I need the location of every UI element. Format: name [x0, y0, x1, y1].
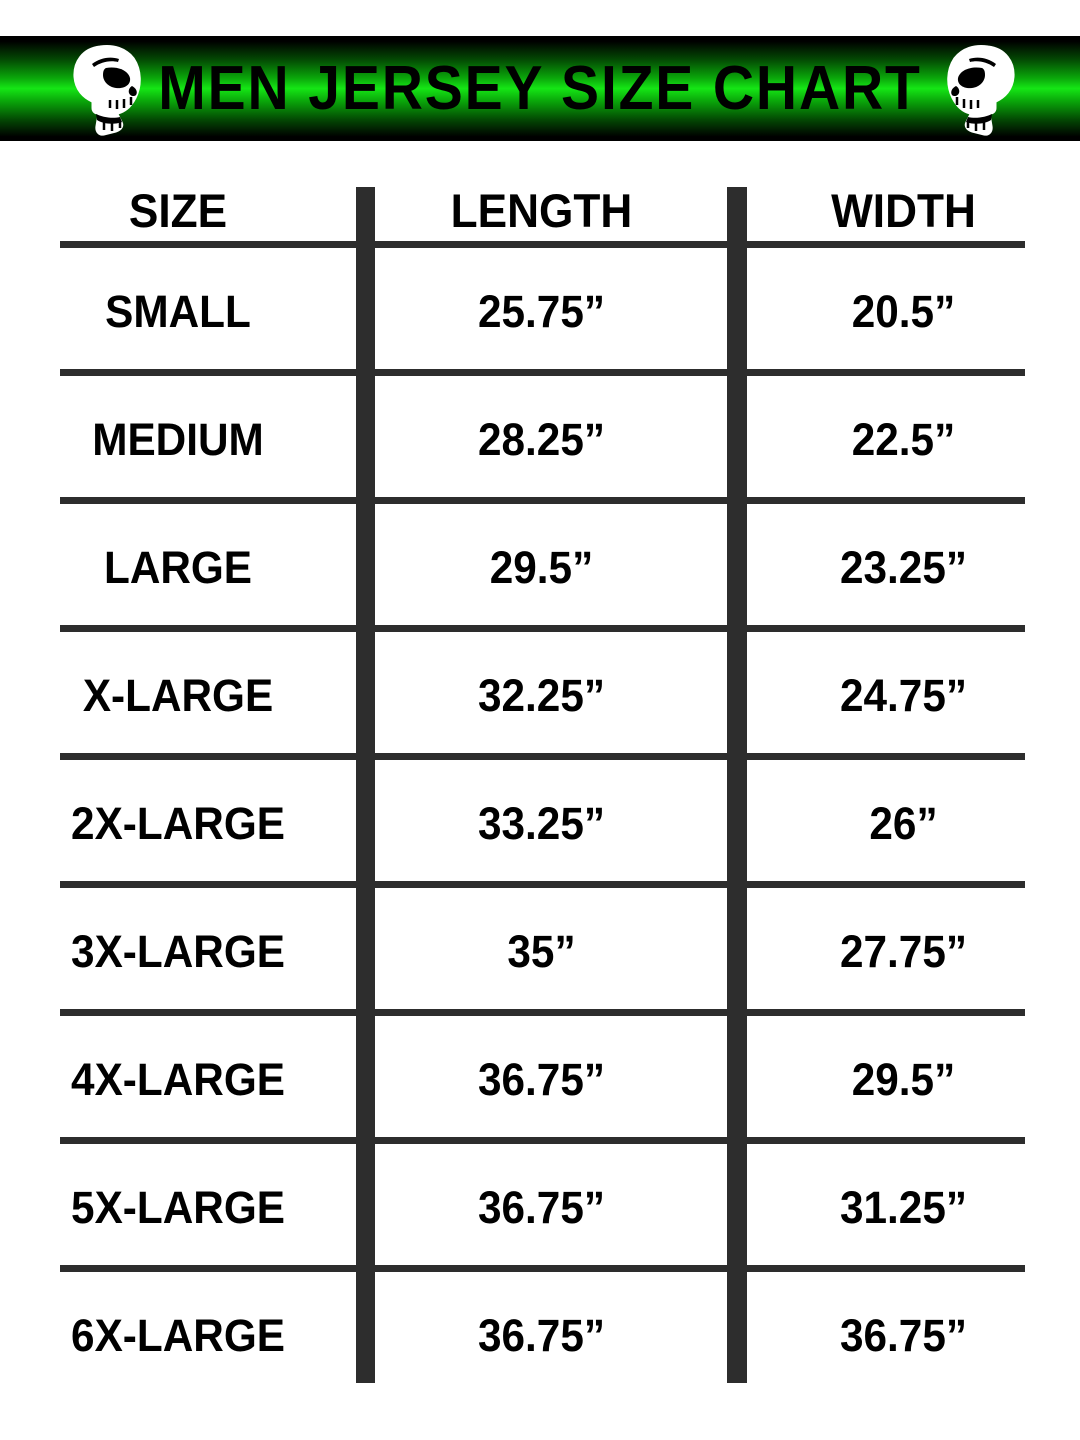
- skull-icon: [70, 42, 148, 138]
- cell-length: 28.25”: [477, 414, 606, 465]
- cell-length: 35”: [507, 926, 576, 977]
- skull-icon: [940, 42, 1018, 138]
- cell-width: 23.25”: [839, 542, 968, 593]
- cell-length: 33.25”: [477, 798, 606, 849]
- cell-width: 31.25”: [839, 1182, 968, 1233]
- cell-size: 4X-LARGE: [71, 1054, 285, 1105]
- row-divider: [60, 1009, 1025, 1016]
- table-row: 4X-LARGE 36.75” 29.5”: [0, 1016, 1080, 1144]
- cell-length: 36.75”: [477, 1182, 606, 1233]
- cell-length: 25.75”: [477, 286, 606, 337]
- row-divider: [60, 369, 1025, 376]
- row-divider: [60, 625, 1025, 632]
- page-title: MEN JERSEY SIZE CHART: [158, 54, 922, 123]
- cell-width: 36.75”: [839, 1310, 968, 1361]
- row-divider: [60, 881, 1025, 888]
- cell-length: 36.75”: [477, 1310, 606, 1361]
- cell-width: 24.75”: [839, 670, 968, 721]
- column-divider-length-width: [727, 187, 747, 1383]
- row-divider: [60, 497, 1025, 504]
- table-row: X-LARGE 32.25” 24.75”: [0, 632, 1080, 760]
- cell-width: 20.5”: [851, 286, 956, 337]
- header-banner: MEN JERSEY SIZE CHART: [0, 36, 1080, 141]
- table-row: 6X-LARGE 36.75” 36.75”: [0, 1272, 1080, 1400]
- column-header-length: LENGTH: [450, 183, 633, 237]
- row-divider: [60, 753, 1025, 760]
- cell-size: 2X-LARGE: [71, 798, 285, 849]
- table-row: MEDIUM 28.25” 22.5”: [0, 376, 1080, 504]
- cell-size: MEDIUM: [92, 414, 264, 465]
- cell-length: 36.75”: [477, 1054, 606, 1105]
- column-header-width: WIDTH: [831, 183, 976, 237]
- table-row: 3X-LARGE 35” 27.75”: [0, 888, 1080, 1016]
- table-row: 2X-LARGE 33.25” 26”: [0, 760, 1080, 888]
- row-divider: [60, 1265, 1025, 1272]
- table-header-row: SIZE LENGTH WIDTH: [0, 179, 1080, 241]
- cell-size: SMALL: [105, 286, 251, 337]
- table-row: LARGE 29.5” 23.25”: [0, 504, 1080, 632]
- column-header-size: SIZE: [128, 183, 228, 237]
- cell-size: LARGE: [103, 542, 253, 593]
- cell-width: 26”: [869, 798, 938, 849]
- cell-width: 22.5”: [851, 414, 956, 465]
- column-divider-size-length: [356, 187, 375, 1383]
- cell-width: 27.75”: [839, 926, 968, 977]
- cell-width: 29.5”: [851, 1054, 956, 1105]
- cell-size: 3X-LARGE: [71, 926, 285, 977]
- cell-size: 6X-LARGE: [71, 1310, 285, 1361]
- cell-size: 5X-LARGE: [71, 1182, 285, 1233]
- cell-size: X-LARGE: [82, 670, 274, 721]
- table-row: SMALL 25.75” 20.5”: [0, 248, 1080, 376]
- row-divider: [60, 1137, 1025, 1144]
- cell-length: 29.5”: [489, 542, 594, 593]
- cell-length: 32.25”: [477, 670, 606, 721]
- row-divider: [60, 241, 1025, 248]
- table-row: 5X-LARGE 36.75” 31.25”: [0, 1144, 1080, 1272]
